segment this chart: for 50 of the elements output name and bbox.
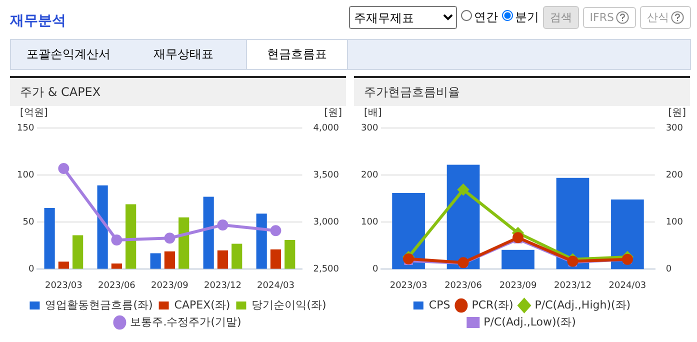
y-axis-title: [억원]: [20, 108, 48, 119]
y-tick-label: 200: [360, 170, 378, 180]
x-tick-label: 2023/09: [151, 280, 189, 291]
x-tick-label: 2023/03: [44, 280, 82, 291]
text: 주재무제표: [348, 6, 457, 29]
y2-tick-label: 2,500: [313, 264, 340, 275]
y2-tick-label: 0: [666, 264, 672, 275]
y2-tick-label: 4,000: [313, 123, 340, 134]
y2-tick-label: 3,500: [313, 170, 340, 180]
x-tick-label: 2023/12: [204, 280, 242, 291]
text: 산식: [640, 6, 691, 29]
y-tick-label: 300: [360, 123, 378, 134]
y-tick-label: 150: [16, 123, 34, 134]
x-tick-label: 2024/03: [257, 280, 294, 291]
text: 현금흐름표: [246, 39, 348, 69]
text: 재무상태표: [152, 46, 214, 63]
legend-label: 당기순이익(좌): [252, 298, 326, 312]
x-tick-label: 2024/03: [608, 280, 646, 291]
legend-label: P/C(Adj.,High)(좌): [534, 298, 631, 312]
x-tick-label: 2023/06: [98, 280, 136, 291]
legend-label: P/C(Adj.,Low)(좌): [484, 315, 576, 328]
y-tick-label: 100: [360, 217, 378, 228]
y-axis-title: [배]: [364, 108, 382, 119]
y2-tick-label: 3,000: [313, 217, 340, 228]
text: 분기: [514, 9, 539, 26]
text: 연간: [472, 9, 498, 26]
y-tick-label: 0: [372, 264, 378, 275]
y-tick-label: 50: [22, 217, 34, 228]
legend-label: CAPEX(좌): [174, 298, 230, 312]
y2-tick-label: 300: [666, 123, 684, 134]
text: 재무분석: [10, 12, 66, 30]
x-tick-label: 2023/03: [390, 280, 428, 291]
y-tick-label: 100: [16, 170, 34, 180]
chart-title: 주가현금흐름비율: [354, 78, 690, 106]
y-tick-label: 0: [28, 264, 34, 275]
x-tick-label: 2023/06: [444, 280, 482, 291]
y2-tick-label: 100: [666, 217, 684, 228]
y2-tick-label: 200: [666, 170, 684, 180]
legend-label: CPS: [428, 298, 450, 312]
chart-title: 주가 & CAPEX: [10, 78, 346, 106]
text: 검색: [542, 6, 579, 29]
legend-label: 보통주.수정주가(기말): [130, 315, 242, 328]
y2-axis-title: [원]: [324, 108, 342, 119]
text: IFRS: [582, 6, 636, 28]
x-tick-label: 2023/12: [554, 280, 592, 291]
y2-axis-title: [원]: [668, 108, 686, 119]
text: 포괄손익계산서: [26, 46, 112, 63]
legend-label: PCR(좌): [472, 298, 514, 312]
x-tick-label: 2023/09: [499, 280, 537, 291]
legend-label: 영업활동현금흐름(좌): [45, 298, 153, 312]
